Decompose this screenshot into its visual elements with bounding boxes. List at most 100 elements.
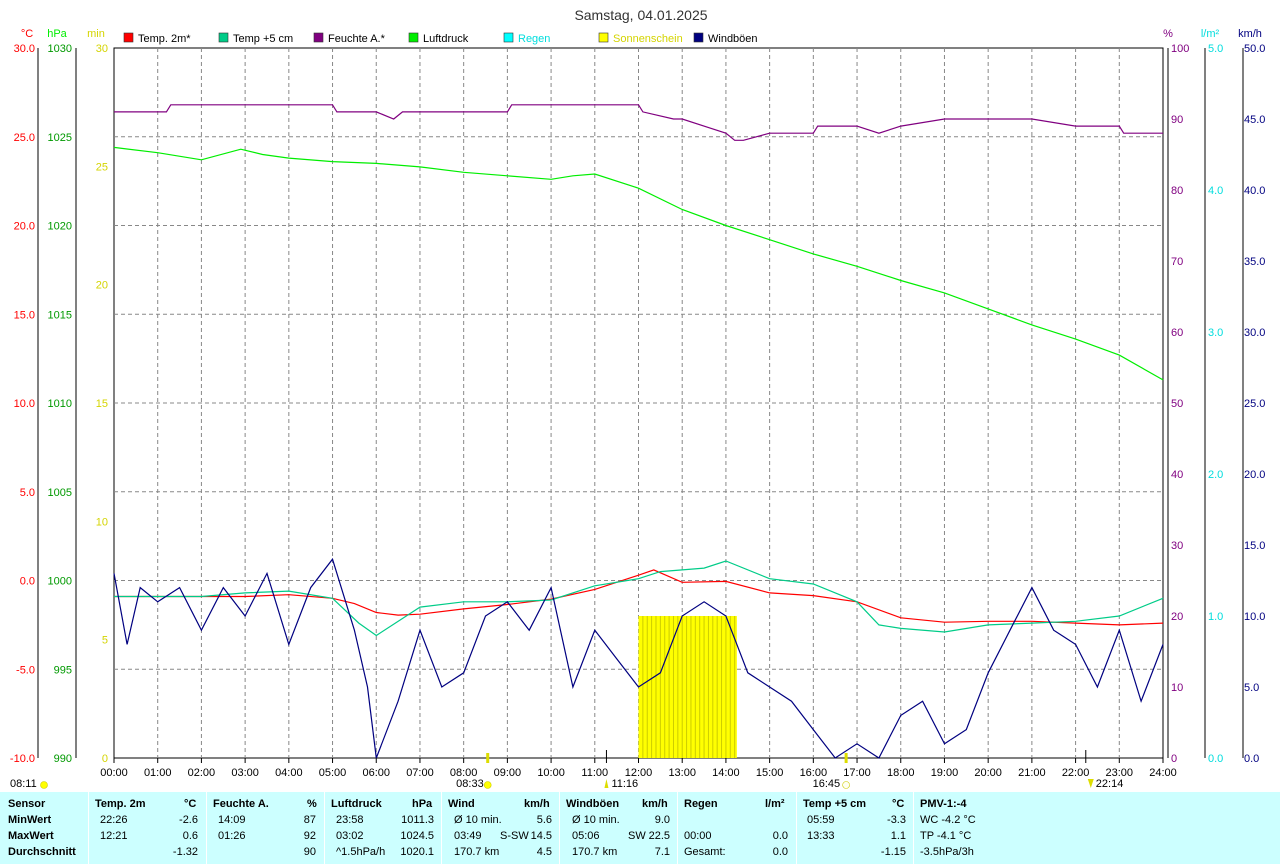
stat-t5-val: -1.15 [880,846,906,858]
temp-tick-label: 0.0 [20,576,35,588]
x-tick-label: 09:00 [494,767,522,779]
pressure-tick-label: 1025 [48,132,72,144]
legend-item-label: Sonnenschein [613,33,683,45]
stat-pmv: WC -4.2 °C [920,814,976,826]
wind-tick-label: 5.0 [1244,682,1259,694]
sunset-icon [842,781,850,789]
sun-tick-label: 10 [96,516,108,528]
header-regen-unit: l/m² [765,798,785,810]
legend-swatch [313,32,324,43]
sunrise-axis-label: 08:11 [10,778,37,790]
temp-tick-label: 10.0 [14,398,35,410]
wind-tick-label: 45.0 [1244,114,1265,126]
x-tick-label: 17:00 [843,767,871,779]
stat-b-label: Ø 10 min. [572,814,620,826]
rain-axis-unit: l/m² [1201,28,1220,40]
divider [913,792,914,864]
legend-swatch [503,32,514,43]
humidity-tick-label: 10 [1171,682,1183,694]
sunrise-label: 08:33 [456,778,484,790]
wind-tick-label: 10.0 [1244,611,1265,623]
temp-tick-label: -5.0 [16,664,35,676]
temp-tick-label: 15.0 [14,309,35,321]
x-tick-label: 14:00 [712,767,740,779]
x-tick-label: 11:00 [581,767,608,779]
stat-b-val: 22.5 [648,830,670,842]
x-tick-label: 24:00 [1149,767,1177,779]
stat-t2-time: 12:21 [100,830,128,842]
sun-tick-label: 5 [102,635,108,647]
stat-f-val: 90 [303,846,316,858]
temp-tick-label: 20.0 [14,221,35,233]
pressure-tick-label: 1030 [48,43,72,55]
stat-w-dir: S-SW [500,830,529,842]
legend-swatch [218,32,229,43]
stat-label: Durchschnitt [8,846,76,858]
stat-r-val: 0.0 [772,830,788,842]
stat-p-val: 1020.1 [400,846,434,858]
humidity-tick-label: 100 [1171,43,1189,55]
legend-item-label: Regen [518,33,550,45]
weather-chart: Samstag, 04.01.2025 Temp. 2m* Temp +5 cm F… [10,7,1266,790]
legend-item-label: Temp. 2m* [138,33,191,45]
x-tick-label: 19:00 [931,767,959,779]
wind-gust-line [113,557,1164,759]
x-tick-label: 05:00 [319,767,347,779]
stat-t2-val: -2.6 [179,814,198,826]
legend-item-label: Feuchte A.* [328,33,386,45]
stat-b-label: 05:06 [572,830,600,842]
legend: Temp. 2m* Temp +5 cm Feuchte A.* Luftdruck R… [123,32,758,45]
rain-tick-label: 4.0 [1208,185,1223,197]
x-tick-label: 16:00 [800,767,828,779]
humidity-tick-label: 30 [1171,540,1183,552]
x-tick-label: 01:00 [144,767,172,779]
rain-tick-label: 0.0 [1208,753,1223,765]
divider [677,792,678,864]
rain-tick-label: 5.0 [1208,43,1223,55]
temp-tick-label: 30.0 [14,43,35,55]
header-windboeen: Windböen [566,798,620,810]
stat-t5-time: 05:59 [807,814,835,826]
stat-w-val: 4.5 [536,846,552,858]
pressure-axis-unit: hPa [47,28,67,40]
stat-pmv: -3.5hPa/3h [920,846,974,858]
stat-f-time: 14:09 [218,814,246,826]
tick-labels: 30.025.020.015.010.05.00.0-5.0-10.010301… [10,43,1266,779]
wind-tick-label: 50.0 [1244,43,1265,55]
header-temp5: Temp +5 cm [803,798,867,810]
chart-title: Samstag, 04.01.2025 [574,7,707,23]
header-regen: Regen [684,798,718,810]
wind-tick-label: 15.0 [1244,540,1265,552]
header-feuchte: Feuchte A. [213,798,269,810]
stat-r-label: Gesamt: [684,846,726,858]
legend-swatch [598,32,609,43]
x-tick-label: 20:00 [974,767,1002,779]
sun-moon-markers: 08:11 08:33 11:16 16:45 22:14 [10,750,1123,790]
humidity-tick-label: 0 [1171,753,1177,765]
stat-w-label: 03:49 [454,830,482,842]
humidity-tick-label: 50 [1171,398,1183,410]
stat-w-val: 5.6 [536,814,552,826]
header-temp2m-unit: °C [184,798,197,810]
sunshine-bar [638,616,737,758]
x-tick-label: 00:00 [100,767,128,779]
moonrise-icon [604,779,609,788]
stat-t5-val: 1.1 [890,830,906,842]
stat-b-label: 170.7 km [572,846,618,858]
x-tick-label: 13:00 [668,767,696,779]
pressure-tick-label: 1000 [48,576,72,588]
sun-tick-label: 30 [96,43,108,55]
stat-r-label: 00:00 [684,830,712,842]
header-luftdruck: Luftdruck [331,798,382,810]
x-tick-label: 02:00 [188,767,216,779]
legend-item-label: Temp +5 cm [233,33,293,45]
stat-w-val: 14.5 [530,830,552,842]
rain-tick-label: 2.0 [1208,469,1223,481]
stat-w-label: Ø 10 min. [454,814,502,826]
rain-tick-label: 1.0 [1208,611,1223,623]
divider [324,792,325,864]
stat-pmv: TP -4.1 °C [920,830,972,842]
axis-units: °C hPa min% l/m² km/h [21,28,1262,40]
pressure-line [113,146,1164,381]
pressure-tick-label: 995 [54,664,72,676]
